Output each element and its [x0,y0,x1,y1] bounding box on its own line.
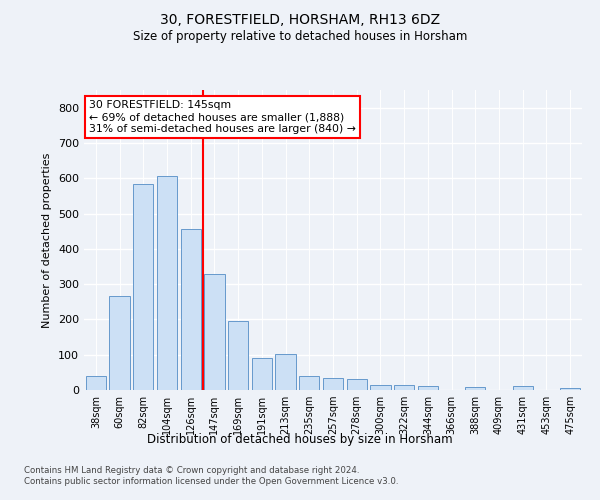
Bar [465,387,485,390]
Bar [394,384,414,390]
Bar [560,388,580,390]
Text: 30, FORESTFIELD, HORSHAM, RH13 6DZ: 30, FORESTFIELD, HORSHAM, RH13 6DZ [160,12,440,26]
Bar [228,321,248,390]
Bar [86,376,106,390]
Bar [370,386,391,390]
Bar [133,184,154,390]
Bar [299,376,319,390]
Bar [275,354,296,390]
Bar [205,274,224,390]
Bar [157,176,177,390]
Text: Size of property relative to detached houses in Horsham: Size of property relative to detached ho… [133,30,467,43]
Bar [181,230,201,390]
Bar [347,378,367,390]
Text: Distribution of detached houses by size in Horsham: Distribution of detached houses by size … [147,432,453,446]
Bar [418,386,438,390]
Text: Contains public sector information licensed under the Open Government Licence v3: Contains public sector information licen… [24,477,398,486]
Bar [109,296,130,390]
Bar [252,358,272,390]
Y-axis label: Number of detached properties: Number of detached properties [43,152,52,328]
Bar [323,378,343,390]
Bar [512,386,533,390]
Text: 30 FORESTFIELD: 145sqm
← 69% of detached houses are smaller (1,888)
31% of semi-: 30 FORESTFIELD: 145sqm ← 69% of detached… [89,100,356,134]
Text: Contains HM Land Registry data © Crown copyright and database right 2024.: Contains HM Land Registry data © Crown c… [24,466,359,475]
